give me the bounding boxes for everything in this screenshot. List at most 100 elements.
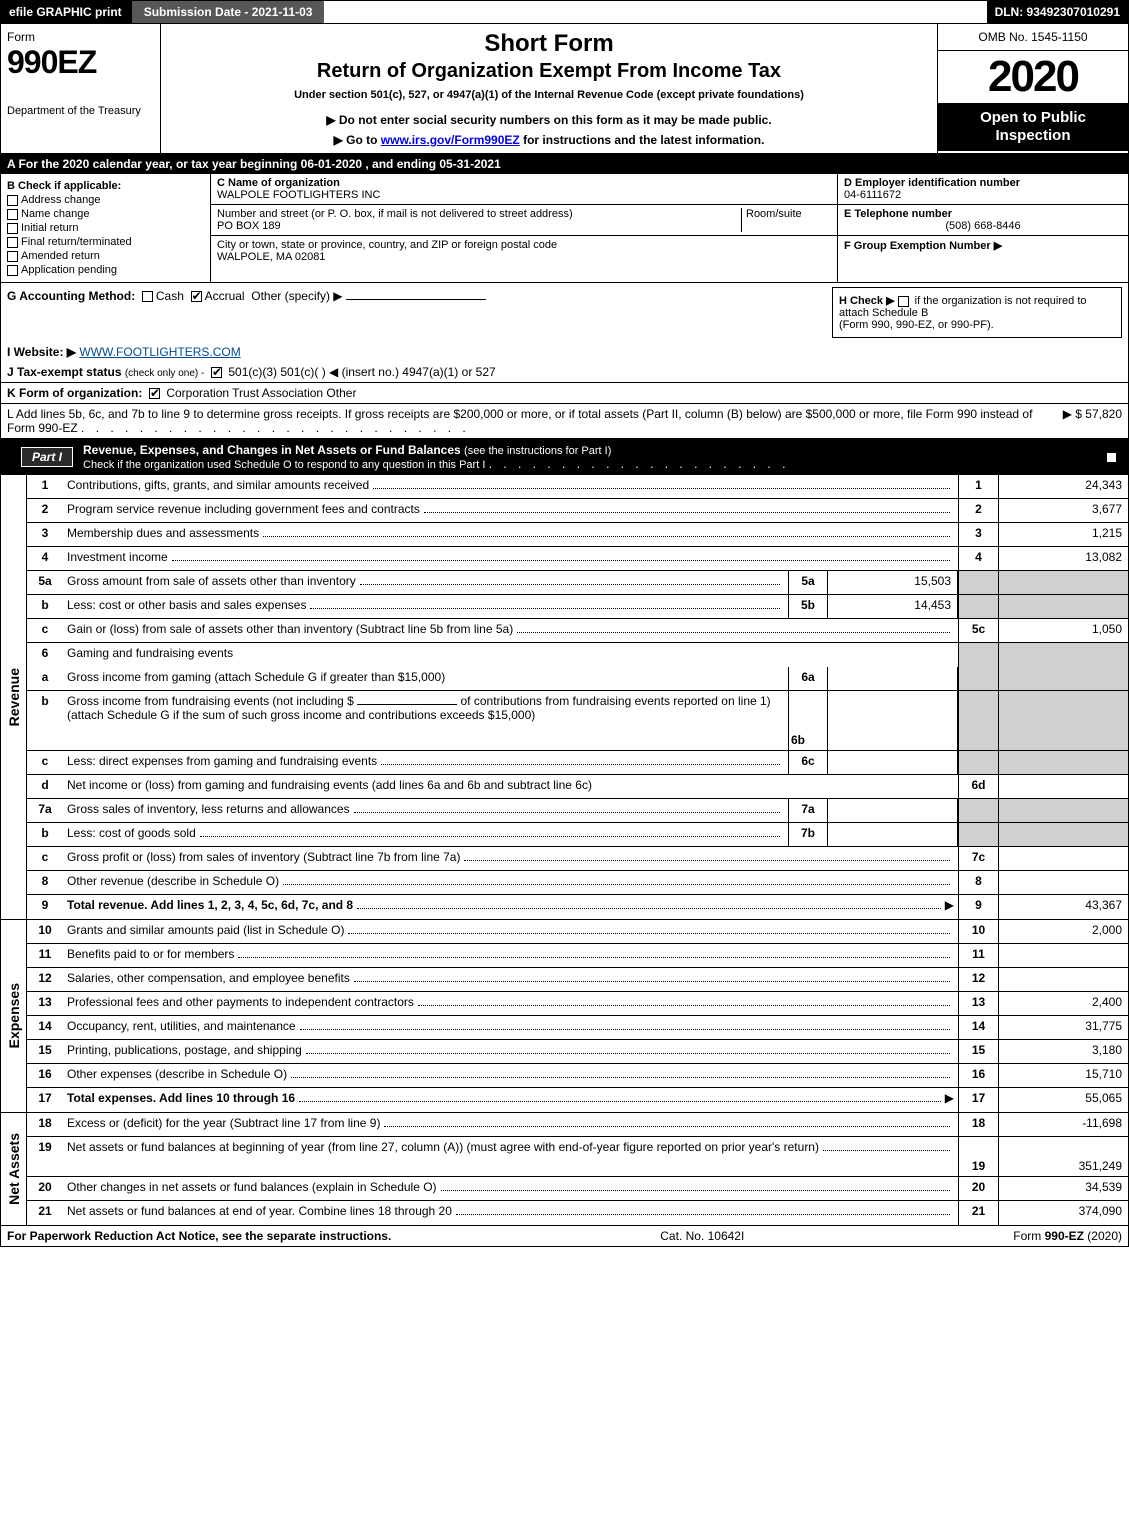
line-5c: c Gain or (loss) from sale of assets oth… xyxy=(27,619,1128,643)
line-17: 17 Total expenses. Add lines 10 through … xyxy=(27,1088,1128,1112)
j-label: J Tax-exempt status xyxy=(7,365,122,379)
arrow-icon: ▶ xyxy=(945,898,954,912)
line-6d: d Net income or (loss) from gaming and f… xyxy=(27,775,1128,799)
goto-link[interactable]: www.irs.gov/Form990EZ xyxy=(381,133,520,147)
j-opts: 501(c)(3) 501(c)( ) ◀ (insert no.) 4947(… xyxy=(228,365,495,379)
g-other-input[interactable] xyxy=(346,299,486,300)
footer: For Paperwork Reduction Act Notice, see … xyxy=(0,1226,1129,1247)
c-street-row: Number and street (or P. O. box, if mail… xyxy=(211,205,837,236)
part1-check: Check if the organization used Schedule … xyxy=(83,459,485,471)
netassets-sidelabel: Net Assets xyxy=(1,1113,27,1225)
b-final-return: Final return/terminated xyxy=(7,236,204,248)
b-initial-return: Initial return xyxy=(7,222,204,234)
netassets-section: Net Assets 18 Excess or (deficit) for th… xyxy=(0,1113,1129,1226)
c-city-label: City or town, state or province, country… xyxy=(217,239,831,251)
footer-left: For Paperwork Reduction Act Notice, see … xyxy=(7,1229,391,1243)
website-link[interactable]: WWW.FOOTLIGHTERS.COM xyxy=(79,345,240,359)
line-13: 13 Professional fees and other payments … xyxy=(27,992,1128,1016)
checkbox-icon[interactable] xyxy=(149,388,160,399)
l-section: L Add lines 5b, 6c, and 7b to line 9 to … xyxy=(0,404,1129,439)
line-6c: c Less: direct expenses from gaming and … xyxy=(27,751,1128,775)
checkbox-icon[interactable] xyxy=(7,237,18,248)
gh-row: G Accounting Method: Cash Accrual Other … xyxy=(0,283,1129,342)
b-title: B Check if applicable: xyxy=(7,180,204,192)
e-value: (508) 668-8446 xyxy=(844,220,1122,232)
efile-label: efile GRAPHIC print xyxy=(1,1,130,23)
g-label: G Accounting Method: xyxy=(7,289,135,303)
g-accrual: Accrual xyxy=(205,289,245,303)
line-6: 6 Gaming and fundraising events xyxy=(27,643,1128,667)
tax-year: 2020 xyxy=(938,51,1128,103)
line-8: 8 Other revenue (describe in Schedule O)… xyxy=(27,871,1128,895)
dln: DLN: 93492307010291 xyxy=(987,1,1128,23)
c-name-label: C Name of organization xyxy=(217,177,831,189)
checkbox-icon[interactable] xyxy=(7,251,18,262)
checkbox-icon[interactable] xyxy=(7,223,18,234)
c-name-row: C Name of organization WALPOLE FOOTLIGHT… xyxy=(211,174,837,205)
form-header: Form 990EZ Department of the Treasury Sh… xyxy=(0,24,1129,154)
goto-post: for instructions and the latest informat… xyxy=(520,133,765,147)
b-application-pending: Application pending xyxy=(7,264,204,276)
g-cash: Cash xyxy=(156,289,184,303)
line-16: 16 Other expenses (describe in Schedule … xyxy=(27,1064,1128,1088)
checkbox-icon[interactable] xyxy=(1106,452,1117,463)
netassets-lines: 18 Excess or (deficit) for the year (Sub… xyxy=(27,1113,1128,1225)
line-9: 9 Total revenue. Add lines 1, 2, 3, 4, 5… xyxy=(27,895,1128,919)
open-to-public: Open to Public Inspection xyxy=(938,103,1128,151)
k-opts: Corporation Trust Association Other xyxy=(166,386,356,400)
j-section: J Tax-exempt status (check only one) - 5… xyxy=(0,362,1129,383)
expenses-lines: 10 Grants and similar amounts paid (list… xyxy=(27,920,1128,1112)
k-label: K Form of organization: xyxy=(7,386,142,400)
submission-date: Submission Date - 2021-11-03 xyxy=(130,1,325,23)
line-18: 18 Excess or (deficit) for the year (Sub… xyxy=(27,1113,1128,1137)
f-label: F Group Exemption Number ▶ xyxy=(844,239,1122,252)
c-column: C Name of organization WALPOLE FOOTLIGHT… xyxy=(211,174,838,282)
f-group-row: F Group Exemption Number ▶ xyxy=(838,236,1128,255)
d-label: D Employer identification number xyxy=(844,177,1122,189)
form-word: Form xyxy=(7,30,154,44)
line-7b: b Less: cost of goods sold 7b xyxy=(27,823,1128,847)
header-left: Form 990EZ Department of the Treasury xyxy=(1,24,161,153)
c-name-value: WALPOLE FOOTLIGHTERS INC xyxy=(217,189,831,201)
line-5b: b Less: cost or other basis and sales ex… xyxy=(27,595,1128,619)
checkbox-icon[interactable] xyxy=(7,195,18,206)
do-not-enter: ▶ Do not enter social security numbers o… xyxy=(171,113,927,127)
checkbox-icon[interactable] xyxy=(211,367,222,378)
top-bar: efile GRAPHIC print Submission Date - 20… xyxy=(0,0,1129,24)
c-street-value: PO BOX 189 xyxy=(217,220,741,232)
revenue-section: Revenue 1 Contributions, gifts, grants, … xyxy=(0,475,1129,920)
revenue-sidelabel: Revenue xyxy=(1,475,27,919)
department: Department of the Treasury xyxy=(7,105,154,117)
checkbox-icon[interactable] xyxy=(191,291,202,302)
line-14: 14 Occupancy, rent, utilities, and maint… xyxy=(27,1016,1128,1040)
k-section: K Form of organization: Corporation Trus… xyxy=(0,383,1129,404)
checkbox-icon[interactable] xyxy=(7,265,18,276)
e-phone-row: E Telephone number (508) 668-8446 xyxy=(838,205,1128,236)
line-12: 12 Salaries, other compensation, and emp… xyxy=(27,968,1128,992)
line-7a: 7a Gross sales of inventory, less return… xyxy=(27,799,1128,823)
checkbox-icon[interactable] xyxy=(7,209,18,220)
d-column: D Employer identification number 04-6111… xyxy=(838,174,1128,282)
line-15: 15 Printing, publications, postage, and … xyxy=(27,1040,1128,1064)
return-title: Return of Organization Exempt From Incom… xyxy=(171,60,927,83)
short-form-title: Short Form xyxy=(171,30,927,58)
arrow-icon: ▶ xyxy=(945,1091,954,1105)
checkbox-icon[interactable] xyxy=(142,291,153,302)
c-city-row: City or town, state or province, country… xyxy=(211,236,837,266)
line-19: 19 Net assets or fund balances at beginn… xyxy=(27,1137,1128,1177)
part1-label: Part I xyxy=(21,447,73,467)
d-ein-row: D Employer identification number 04-6111… xyxy=(838,174,1128,205)
c-street-label: Number and street (or P. O. box, if mail… xyxy=(217,208,573,220)
h-section: H Check ▶ if the organization is not req… xyxy=(832,287,1122,338)
checkbox-icon[interactable] xyxy=(898,296,909,307)
expenses-section: Expenses 10 Grants and similar amounts p… xyxy=(0,920,1129,1113)
line-10: 10 Grants and similar amounts paid (list… xyxy=(27,920,1128,944)
line-21: 21 Net assets or fund balances at end of… xyxy=(27,1201,1128,1225)
6b-amount-input[interactable] xyxy=(357,704,457,705)
header-right: OMB No. 1545-1150 2020 Open to Public In… xyxy=(938,24,1128,153)
d-value: 04-6111672 xyxy=(844,189,1122,201)
h-text3: (Form 990, 990-EZ, or 990-PF). xyxy=(839,319,994,331)
revenue-lines: 1 Contributions, gifts, grants, and simi… xyxy=(27,475,1128,919)
footer-right: Form 990-EZ (2020) xyxy=(1013,1229,1122,1243)
i-section: I Website: ▶ WWW.FOOTLIGHTERS.COM xyxy=(0,342,1129,362)
